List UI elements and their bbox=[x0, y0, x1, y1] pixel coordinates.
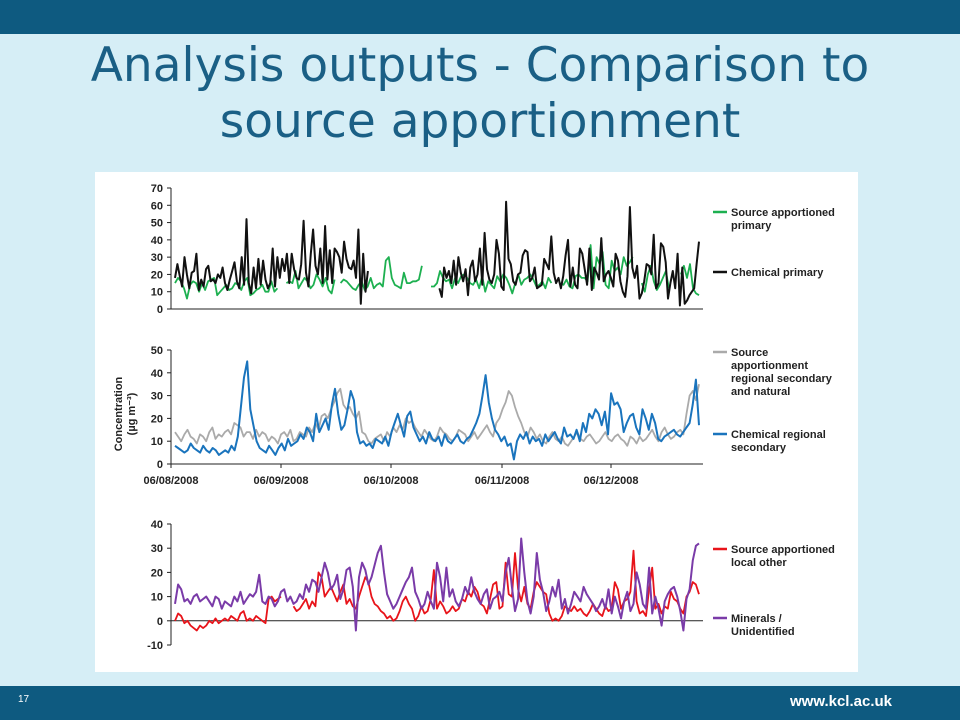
legend-label: Minerals / Unidentified bbox=[731, 613, 795, 638]
y-tick-label: 40 bbox=[151, 235, 163, 247]
x-tick-label: 06/08/2008 bbox=[143, 475, 198, 487]
y-tick-label: 30 bbox=[151, 543, 163, 555]
series-line bbox=[174, 384, 700, 447]
y-tick-label: 20 bbox=[151, 269, 163, 281]
y-tick-label: 60 bbox=[151, 200, 163, 212]
y-tick-label: 10 bbox=[151, 436, 163, 448]
chart-panel: 0 10 20 30 40 50 60 70 Source apportioned primary… bbox=[95, 172, 858, 672]
top-banner bbox=[0, 0, 960, 34]
legend-label: Chemical primary bbox=[731, 267, 824, 279]
y-tick-label: 10 bbox=[151, 287, 163, 299]
x-tick-label: 06/09/2008 bbox=[253, 475, 308, 487]
series-line bbox=[174, 537, 700, 632]
x-tick-label: 06/11/2008 bbox=[475, 475, 529, 487]
y-tick-label: 30 bbox=[151, 252, 163, 264]
x-tick-label: 06/12/2008 bbox=[583, 475, 638, 487]
bottom-banner: 17 www.kcl.ac.uk bbox=[0, 686, 960, 720]
y-tick-label: 40 bbox=[151, 368, 163, 380]
slide-title-line-2: source apportionment bbox=[219, 94, 741, 149]
legend-label: Source apportioned primary bbox=[731, 207, 835, 232]
comparison-charts: 0 10 20 30 40 50 60 70 Source apportioned primary… bbox=[113, 183, 835, 652]
x-tick-label: 06/10/2008 bbox=[363, 475, 418, 487]
slide-title-line-1: Analysis outputs - Comparison to bbox=[90, 38, 870, 93]
y-tick-label: 40 bbox=[151, 519, 163, 531]
legend-label: Source apportionment regional secondary and… bbox=[731, 347, 833, 398]
slide-number: 17 bbox=[18, 694, 30, 705]
y-tick-label: 10 bbox=[151, 592, 163, 604]
y-axis-label: Concentration(µg m⁻³) bbox=[113, 376, 138, 451]
y-tick-label: 20 bbox=[151, 567, 163, 579]
y-tick-label: 50 bbox=[151, 218, 163, 230]
y-tick-label: 0 bbox=[157, 459, 163, 471]
y-tick-label: 0 bbox=[157, 616, 163, 628]
footer-url: www.kcl.ac.uk bbox=[790, 693, 892, 710]
series-line bbox=[174, 549, 700, 632]
slide-title: Analysis outputs - Comparison to source … bbox=[0, 38, 960, 150]
legend-label: Source apportioned local other bbox=[731, 544, 835, 569]
legend-label: Chemical regional secondary bbox=[731, 429, 826, 454]
y-tick-label: 0 bbox=[157, 304, 163, 316]
y-tick-label: 20 bbox=[151, 413, 163, 425]
y-tick-label: 70 bbox=[151, 183, 163, 195]
series-line bbox=[174, 200, 700, 307]
series-line bbox=[174, 360, 700, 461]
y-tick-label: 30 bbox=[151, 391, 163, 403]
y-tick-label: -10 bbox=[147, 640, 163, 652]
y-tick-label: 50 bbox=[151, 345, 163, 357]
